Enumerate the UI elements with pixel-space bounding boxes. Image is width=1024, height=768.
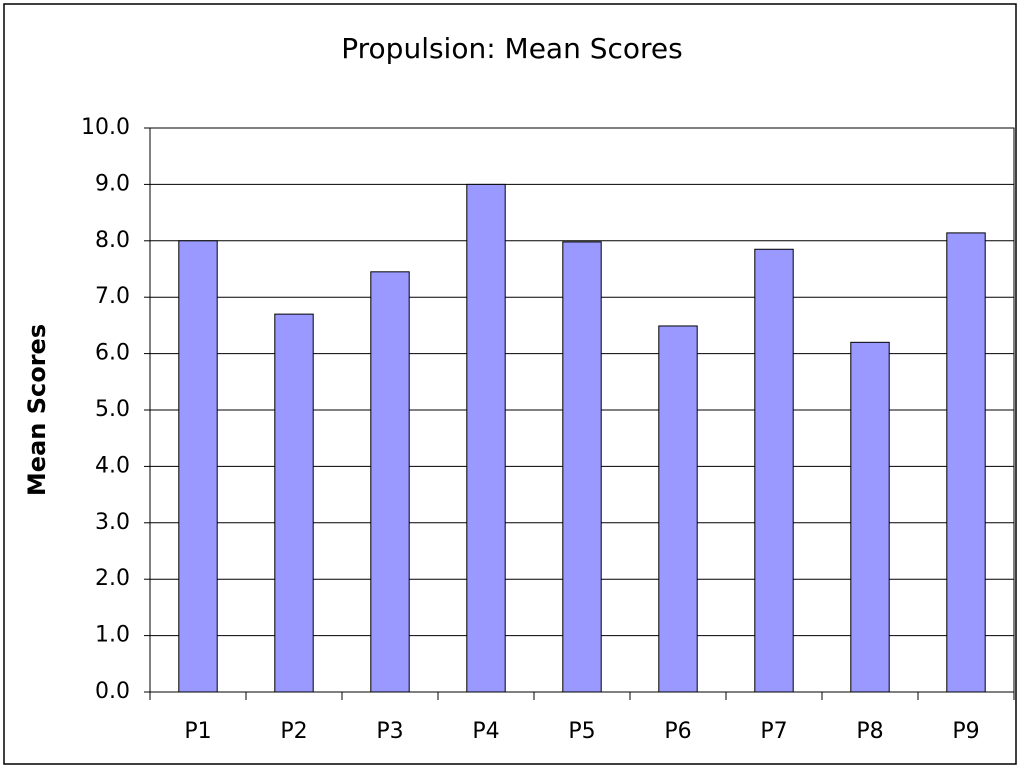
y-tick-label: 3.0	[95, 510, 130, 535]
x-tick-label: P9	[952, 719, 979, 744]
x-tick-label: P3	[376, 719, 403, 744]
x-tick-label: P8	[856, 719, 883, 744]
x-tick-label: P5	[568, 719, 595, 744]
bar	[754, 248, 794, 693]
chart-title: Propulsion: Mean Scores	[341, 32, 683, 65]
bar	[274, 313, 314, 693]
bar	[658, 325, 698, 693]
y-tick-label: 4.0	[95, 453, 130, 478]
x-tick-label: P7	[760, 719, 787, 744]
bar	[466, 183, 506, 693]
y-tick-label: 8.0	[95, 228, 130, 253]
y-tick-label: 7.0	[95, 284, 130, 309]
y-tick-label: 1.0	[95, 623, 130, 648]
bar	[562, 241, 602, 693]
y-tick-label: 0.0	[95, 679, 130, 704]
y-tick-label: 6.0	[95, 341, 130, 366]
x-tick-label: P1	[184, 719, 211, 744]
y-tick-label: 9.0	[95, 171, 130, 196]
bar	[946, 232, 986, 693]
bar	[850, 341, 890, 693]
x-tick-label: P4	[472, 719, 499, 744]
y-axis-label: Mean Scores	[23, 324, 51, 496]
bar	[370, 271, 410, 693]
x-tick-label: P6	[664, 719, 691, 744]
x-tick-label: P2	[280, 719, 307, 744]
y-tick-label: 5.0	[95, 397, 130, 422]
bar	[178, 240, 218, 693]
y-tick-label: 10.0	[81, 115, 130, 140]
y-tick-label: 2.0	[95, 566, 130, 591]
